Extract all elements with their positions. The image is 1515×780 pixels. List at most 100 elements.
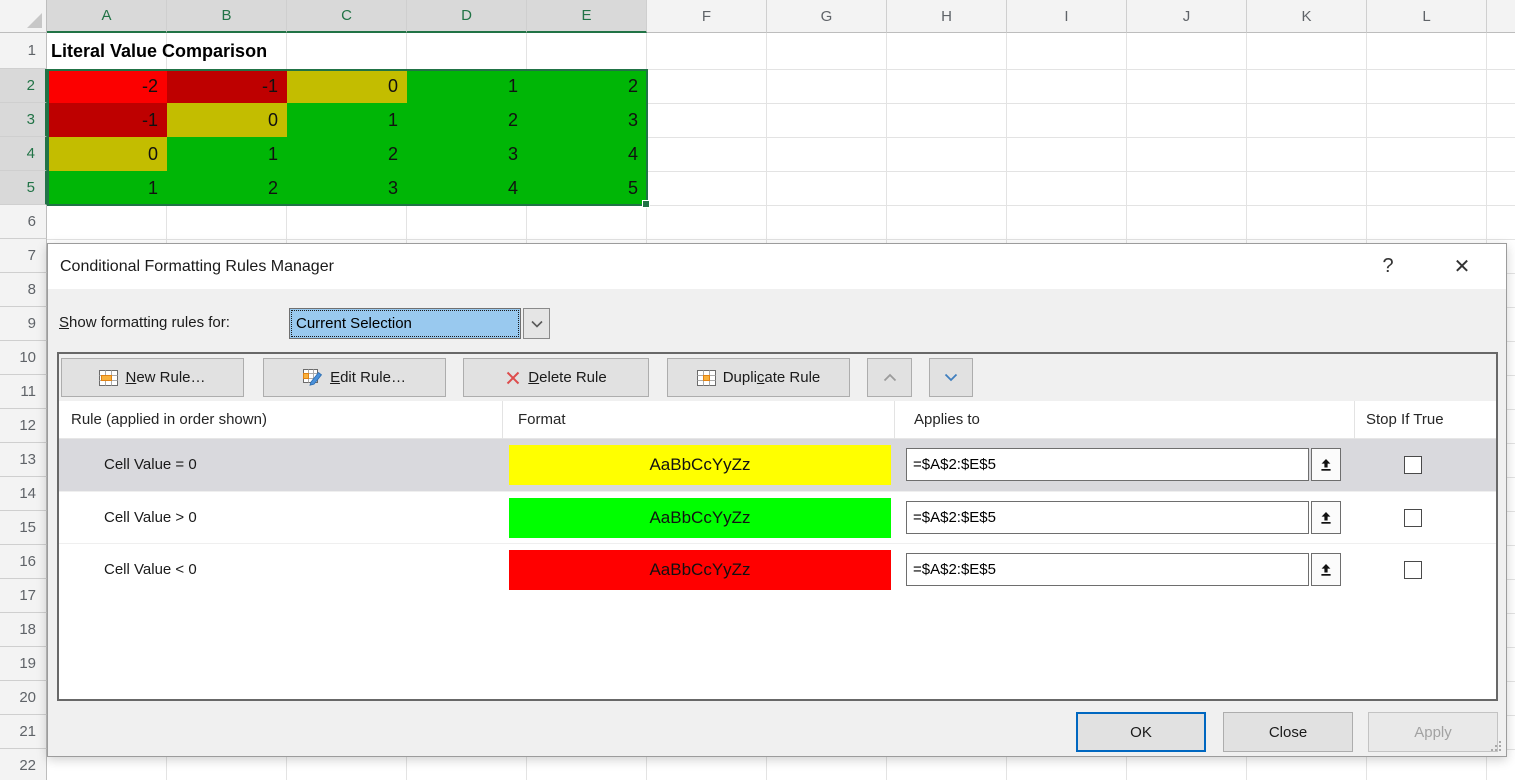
row-header-7[interactable]: 7 <box>0 239 47 273</box>
scope-combobox-value: Current Selection <box>296 315 412 332</box>
header-rule: Rule (applied in order shown) <box>71 411 267 428</box>
applies-to-input[interactable] <box>906 501 1309 534</box>
cell-D3[interactable]: 2 <box>407 103 527 137</box>
row-header-1[interactable]: 1 <box>0 33 47 69</box>
row-header-3[interactable]: 3 <box>0 103 47 137</box>
row-header-19[interactable]: 19 <box>0 647 47 681</box>
ok-button[interactable]: OK <box>1076 712 1206 752</box>
row-header-15[interactable]: 15 <box>0 511 47 545</box>
column-header-I[interactable]: I <box>1007 0 1127 33</box>
column-header-E[interactable]: E <box>527 0 647 33</box>
cell-C4[interactable]: 2 <box>287 137 407 171</box>
duplicate-rule-button[interactable]: Duplicate Rule <box>667 358 850 397</box>
applies-to-group <box>906 448 1341 481</box>
cell-A4[interactable]: 0 <box>47 137 167 171</box>
column-header-J[interactable]: J <box>1127 0 1247 33</box>
delete-rule-button[interactable]: Delete Rule <box>463 358 649 397</box>
applies-to-input[interactable] <box>906 448 1309 481</box>
cell-C5[interactable]: 3 <box>287 171 407 205</box>
help-icon[interactable]: ? <box>1382 255 1394 277</box>
header-stop-if-true: Stop If True <box>1366 411 1444 428</box>
move-rule-up-button[interactable] <box>867 358 912 397</box>
column-header-L[interactable]: L <box>1367 0 1487 33</box>
select-all-corner[interactable] <box>0 0 47 33</box>
row-header-4[interactable]: 4 <box>0 137 47 171</box>
cell-B5[interactable]: 2 <box>167 171 287 205</box>
column-header-K[interactable]: K <box>1247 0 1367 33</box>
row-header-9[interactable]: 9 <box>0 307 47 341</box>
rule-condition: Cell Value < 0 <box>104 561 197 578</box>
applies-to-group <box>906 501 1341 534</box>
cell-C2[interactable]: 0 <box>287 69 407 103</box>
collapse-dialog-button[interactable] <box>1311 448 1341 481</box>
scope-combobox-dropdown-button[interactable] <box>523 308 550 339</box>
cell-A3[interactable]: -1 <box>47 103 167 137</box>
fill-handle[interactable] <box>642 200 650 208</box>
move-rule-down-button[interactable] <box>929 358 973 397</box>
stop-if-true-checkbox[interactable] <box>1404 456 1422 474</box>
row-header-13[interactable]: 13 <box>0 443 47 477</box>
edit-rule-button[interactable]: Edit Rule… <box>263 358 446 397</box>
collapse-dialog-button[interactable] <box>1311 501 1341 534</box>
column-header-B[interactable]: B <box>167 0 287 33</box>
collapse-range-arrow-icon <box>1321 563 1331 576</box>
cell-B4[interactable]: 1 <box>167 137 287 171</box>
row-header-17[interactable]: 17 <box>0 579 47 613</box>
dialog-title: Conditional Formatting Rules Manager <box>60 258 334 275</box>
cell-D5[interactable]: 4 <box>407 171 527 205</box>
row-header-6[interactable]: 6 <box>0 205 47 239</box>
cell-E5[interactable]: 5 <box>527 171 647 205</box>
select-all-triangle <box>27 13 42 28</box>
column-header-F[interactable]: F <box>647 0 767 33</box>
rule-row[interactable]: Cell Value = 0 AaBbCcYyZz <box>59 439 1496 491</box>
row-header-14[interactable]: 14 <box>0 477 47 511</box>
row-header-22[interactable]: 22 <box>0 749 47 780</box>
row-header-10[interactable]: 10 <box>0 341 47 375</box>
row-header-5[interactable]: 5 <box>0 171 47 205</box>
edit-rule-label: Edit Rule… <box>330 369 406 386</box>
cell-A1-title[interactable]: Literal Value Comparison <box>51 41 268 61</box>
row-header-21[interactable]: 21 <box>0 715 47 749</box>
row-headers: 1 2 3 4 5 6 7 8 9 10 11 12 13 14 15 16 17 18 19 20 21 22 <box>0 33 47 780</box>
cell-A5[interactable]: 1 <box>47 171 167 205</box>
resize-grip[interactable] <box>1489 739 1502 752</box>
cell-D2[interactable]: 1 <box>407 69 527 103</box>
column-header-A[interactable]: A <box>47 0 167 33</box>
rule-row[interactable]: Cell Value < 0 AaBbCcYyZz <box>59 543 1496 595</box>
apply-button: Apply <box>1368 712 1498 752</box>
stop-if-true-checkbox[interactable] <box>1404 509 1422 527</box>
collapse-range-arrow-icon <box>1321 511 1331 524</box>
rule-condition: Cell Value > 0 <box>104 509 197 526</box>
close-button[interactable]: Close <box>1223 712 1353 752</box>
collapse-dialog-button[interactable] <box>1311 553 1341 586</box>
red-x-icon <box>507 371 520 384</box>
cell-E4[interactable]: 4 <box>527 137 647 171</box>
row-header-18[interactable]: 18 <box>0 613 47 647</box>
column-header-H[interactable]: H <box>887 0 1007 33</box>
cell-A2[interactable]: -2 <box>47 69 167 103</box>
cell-B3[interactable]: 0 <box>167 103 287 137</box>
collapse-range-arrow-icon <box>1321 458 1331 471</box>
applies-to-input[interactable] <box>906 553 1309 586</box>
stop-if-true-checkbox[interactable] <box>1404 561 1422 579</box>
cell-E2[interactable]: 2 <box>527 69 647 103</box>
column-header-C[interactable]: C <box>287 0 407 33</box>
column-header-D[interactable]: D <box>407 0 527 33</box>
scope-combobox[interactable]: Current Selection <box>289 308 521 339</box>
row-header-16[interactable]: 16 <box>0 545 47 579</box>
format-preview: AaBbCcYyZz <box>509 550 891 590</box>
row-header-12[interactable]: 12 <box>0 409 47 443</box>
row-header-2[interactable]: 2 <box>0 69 47 103</box>
row-header-11[interactable]: 11 <box>0 375 47 409</box>
rule-row[interactable]: Cell Value > 0 AaBbCcYyZz <box>59 491 1496 543</box>
column-header-G[interactable]: G <box>767 0 887 33</box>
new-rule-button[interactable]: New Rule… <box>61 358 244 397</box>
cell-B2[interactable]: -1 <box>167 69 287 103</box>
cell-E3[interactable]: 3 <box>527 103 647 137</box>
row-header-20[interactable]: 20 <box>0 681 47 715</box>
cell-D4[interactable]: 3 <box>407 137 527 171</box>
cell-C3[interactable]: 1 <box>287 103 407 137</box>
row-header-8[interactable]: 8 <box>0 273 47 307</box>
close-icon[interactable]: ✕ <box>1453 256 1471 278</box>
